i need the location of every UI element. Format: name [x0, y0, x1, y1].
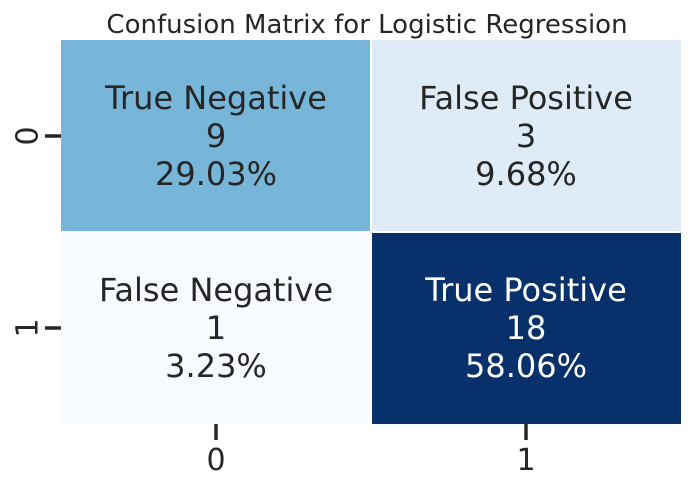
- cell-name-label: False Negative: [99, 271, 333, 309]
- cell-count-label: 1: [206, 309, 226, 347]
- cell-percent-label: 3.23%: [165, 347, 267, 385]
- heatmap-cell: [371, 40, 681, 232]
- heatmap-cell: [61, 40, 371, 232]
- y-tick-label: 0: [11, 126, 46, 145]
- cell-count-label: 18: [506, 309, 547, 347]
- heatmap-cell: [61, 232, 371, 424]
- cell-name-label: True Negative: [104, 79, 327, 117]
- axes: 0 1 0 1: [11, 126, 536, 478]
- cell-count-label: 9: [206, 117, 226, 155]
- x-tick-label: 0: [206, 443, 225, 478]
- heatmap-cell: [371, 232, 681, 424]
- cell-name-label: True Positive: [424, 271, 627, 309]
- cell-percent-label: 9.68%: [475, 155, 577, 193]
- x-tick-label: 1: [516, 443, 535, 478]
- cell-percent-label: 29.03%: [155, 155, 277, 193]
- cell-count-label: 3: [516, 117, 536, 155]
- cell-percent-label: 58.06%: [465, 347, 587, 385]
- cell-name-label: False Positive: [419, 79, 633, 117]
- y-tick-label: 1: [11, 318, 46, 337]
- chart-title: Confusion Matrix for Logistic Regression: [106, 10, 627, 40]
